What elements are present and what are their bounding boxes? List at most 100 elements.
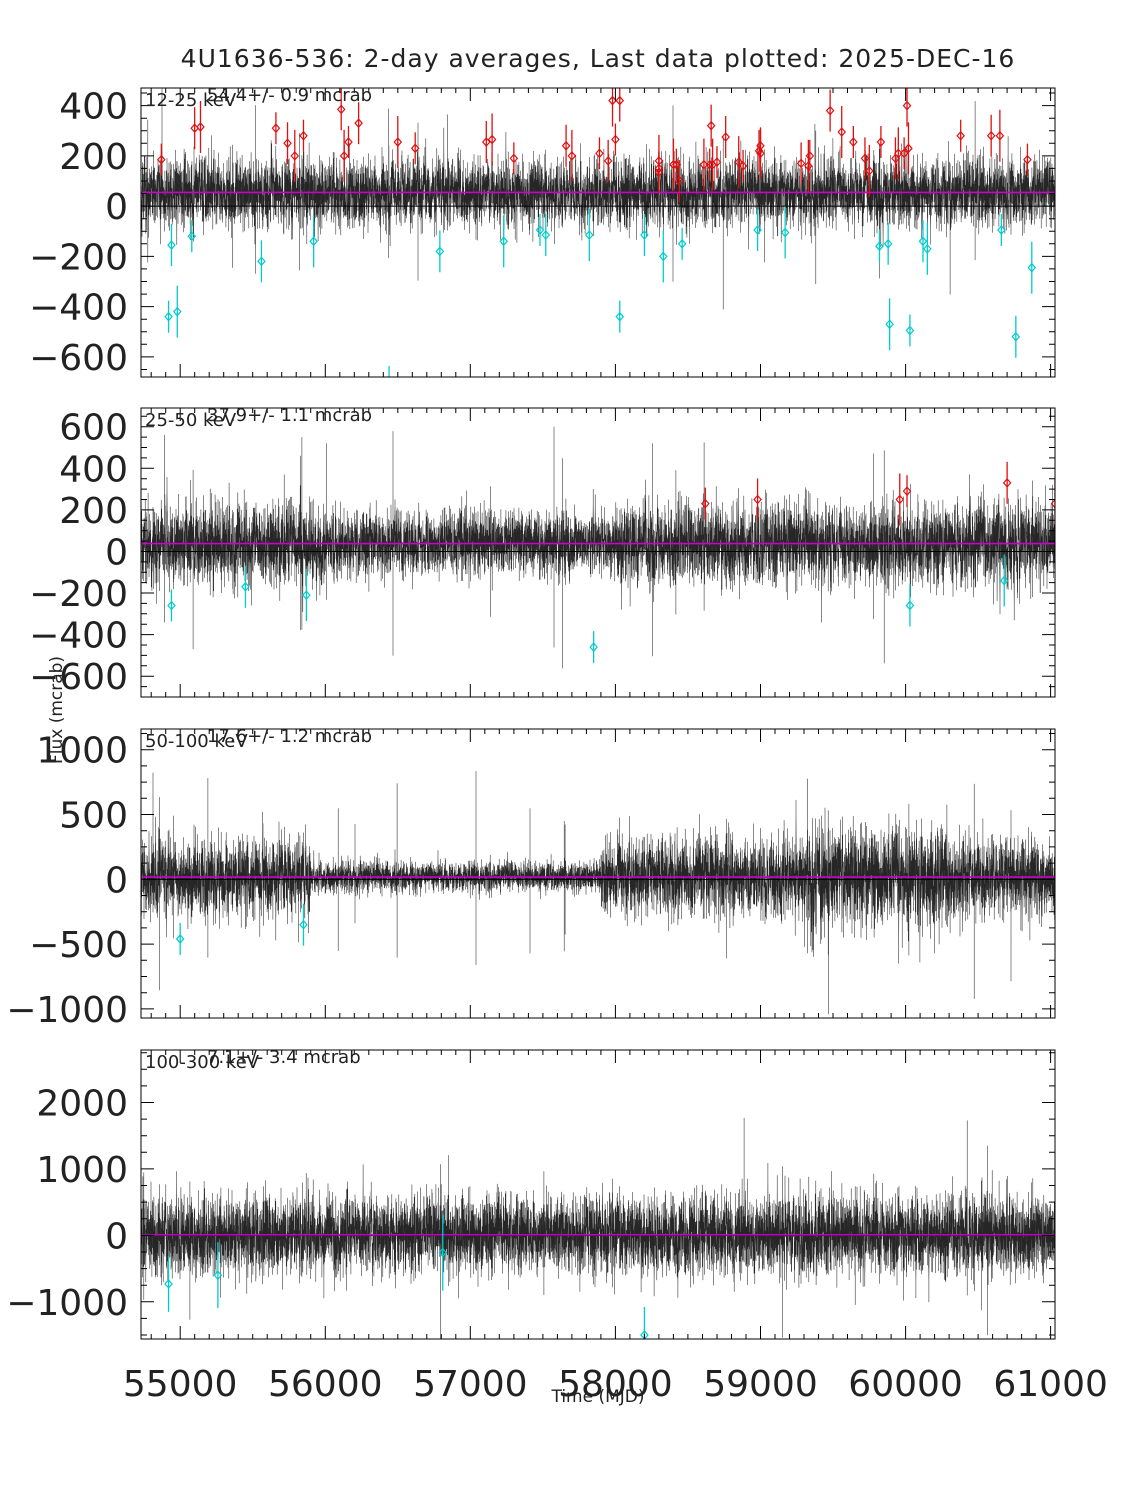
low-outlier-point (167, 600, 176, 611)
low-outlier-point (923, 243, 932, 254)
x-tick-label: 61000 (993, 1364, 1108, 1405)
energy-band-label: 50-100 keV (145, 731, 248, 752)
high-outlier-point (196, 122, 205, 132)
high-outlier-point (734, 157, 744, 168)
axis-ticks (141, 88, 1055, 377)
high-outlier-point (615, 95, 625, 106)
light-curve-series (141, 1117, 1055, 1339)
high-outlier-point (701, 498, 710, 509)
low-outlier-point (541, 230, 551, 240)
high-outlier-point (895, 494, 905, 505)
low-outlier-point (885, 319, 894, 330)
plot-area (141, 88, 1055, 386)
high-outlier-point (721, 132, 730, 142)
energy-band-label: 25-50 keV (145, 410, 237, 431)
x-tick-label: 58000 (558, 1364, 673, 1405)
high-outlier-point (825, 105, 835, 116)
y-tick-label: 400 (59, 87, 128, 128)
panel-frame (140, 1049, 1056, 1340)
low-outlier-point (677, 238, 687, 249)
panel-frame (140, 407, 1056, 698)
high-outlier-point (339, 150, 349, 161)
low-outlier-point (172, 306, 182, 317)
low-outlier-point (1027, 262, 1037, 273)
low-outlier-point (299, 919, 308, 930)
energy-band-label: 100-300 keV (145, 1052, 260, 1073)
low-outlier-point (584, 230, 594, 240)
high-outlier-point (876, 137, 886, 147)
low-outlier-point (997, 225, 1006, 235)
y-tick-label: −400 (29, 288, 128, 329)
high-outlier-point (805, 150, 815, 161)
low-outlier-point (589, 642, 598, 653)
low-outlier-point (658, 251, 668, 262)
high-outlier-point (608, 95, 617, 106)
high-outlier-point (1023, 154, 1032, 165)
high-outlier-point (481, 137, 491, 147)
low-outlier-point (905, 600, 915, 611)
high-outlier-point (753, 494, 762, 505)
energy-band-label: 12-25 keV (145, 90, 237, 111)
plot-area (141, 771, 1055, 1015)
y-tick-label: −200 (29, 574, 128, 615)
high-outlier-point (986, 130, 996, 141)
plot-area (141, 1117, 1055, 1339)
y-tick-label: 1000 (36, 1150, 128, 1191)
light-curve-series (141, 426, 1055, 669)
axis-ticks (141, 1050, 1055, 1339)
high-outlier-point (654, 167, 664, 178)
y-tick-label: 0 (105, 187, 128, 228)
high-outlier-point (509, 153, 519, 164)
low-outlier-point (615, 311, 625, 322)
low-outlier-point (175, 934, 185, 944)
high-outlier-point (410, 143, 420, 154)
y-tick-label: −600 (29, 657, 128, 698)
high-outlier-point (1002, 477, 1012, 488)
y-tick-label: 600 (59, 408, 128, 449)
low-outlier-point (535, 225, 545, 235)
low-outlier-point (187, 231, 197, 242)
high-outlier-point (849, 137, 858, 147)
y-tick-label: 1000 (36, 731, 128, 772)
high-outlier-point (995, 130, 1005, 141)
low-outlier-point (302, 590, 311, 601)
light-curve-series (141, 88, 1055, 310)
y-tick-label: −500 (29, 925, 128, 966)
y-tick-label: −200 (29, 237, 128, 278)
low-outlier-point (905, 325, 915, 336)
high-outlier-point (336, 104, 346, 115)
low-outlier-point (164, 1278, 173, 1289)
x-tick-label: 57000 (413, 1364, 528, 1405)
low-outlier-point (883, 238, 893, 249)
high-outlier-point (354, 118, 363, 129)
mean-flux-label: 37.9+/- 1.1 mcrab (207, 405, 372, 426)
high-outlier-point (674, 176, 684, 186)
low-outlier-point (640, 230, 649, 240)
light-curve-series (141, 771, 1055, 1015)
y-tick-label: 0 (105, 860, 128, 901)
mean-flux-label: 7.1+/- 3.4 mcrab (207, 1047, 361, 1068)
x-tick-label: 59000 (703, 1364, 818, 1405)
x-axis-tick-labels: 55000 56000 57000 58000 59000 60000 61000 (123, 1364, 1108, 1405)
low-outlier-point (435, 246, 445, 257)
low-outlier-point (780, 227, 790, 238)
chart-title: 4U1636-536: 2-day averages, Last data pl… (181, 44, 1016, 73)
plot-area (141, 426, 1055, 669)
low-outlier-point (309, 236, 318, 247)
low-outlier-point (640, 1330, 649, 1339)
y-tick-label: −600 (29, 338, 128, 379)
mean-flux-label: 54.4+/- 0.9 mcrab (207, 85, 372, 106)
low-outlier-point (1011, 331, 1021, 342)
x-axis-label: Time (MJD) (550, 1387, 644, 1407)
high-outlier-point (865, 166, 874, 176)
low-outlier-point (167, 240, 176, 250)
low-outlier-point (918, 236, 928, 247)
high-outlier-point (902, 100, 912, 111)
y-tick-label: −1000 (6, 990, 128, 1031)
high-outlier-point (1050, 498, 1055, 509)
low-outlier-point (386, 378, 393, 386)
